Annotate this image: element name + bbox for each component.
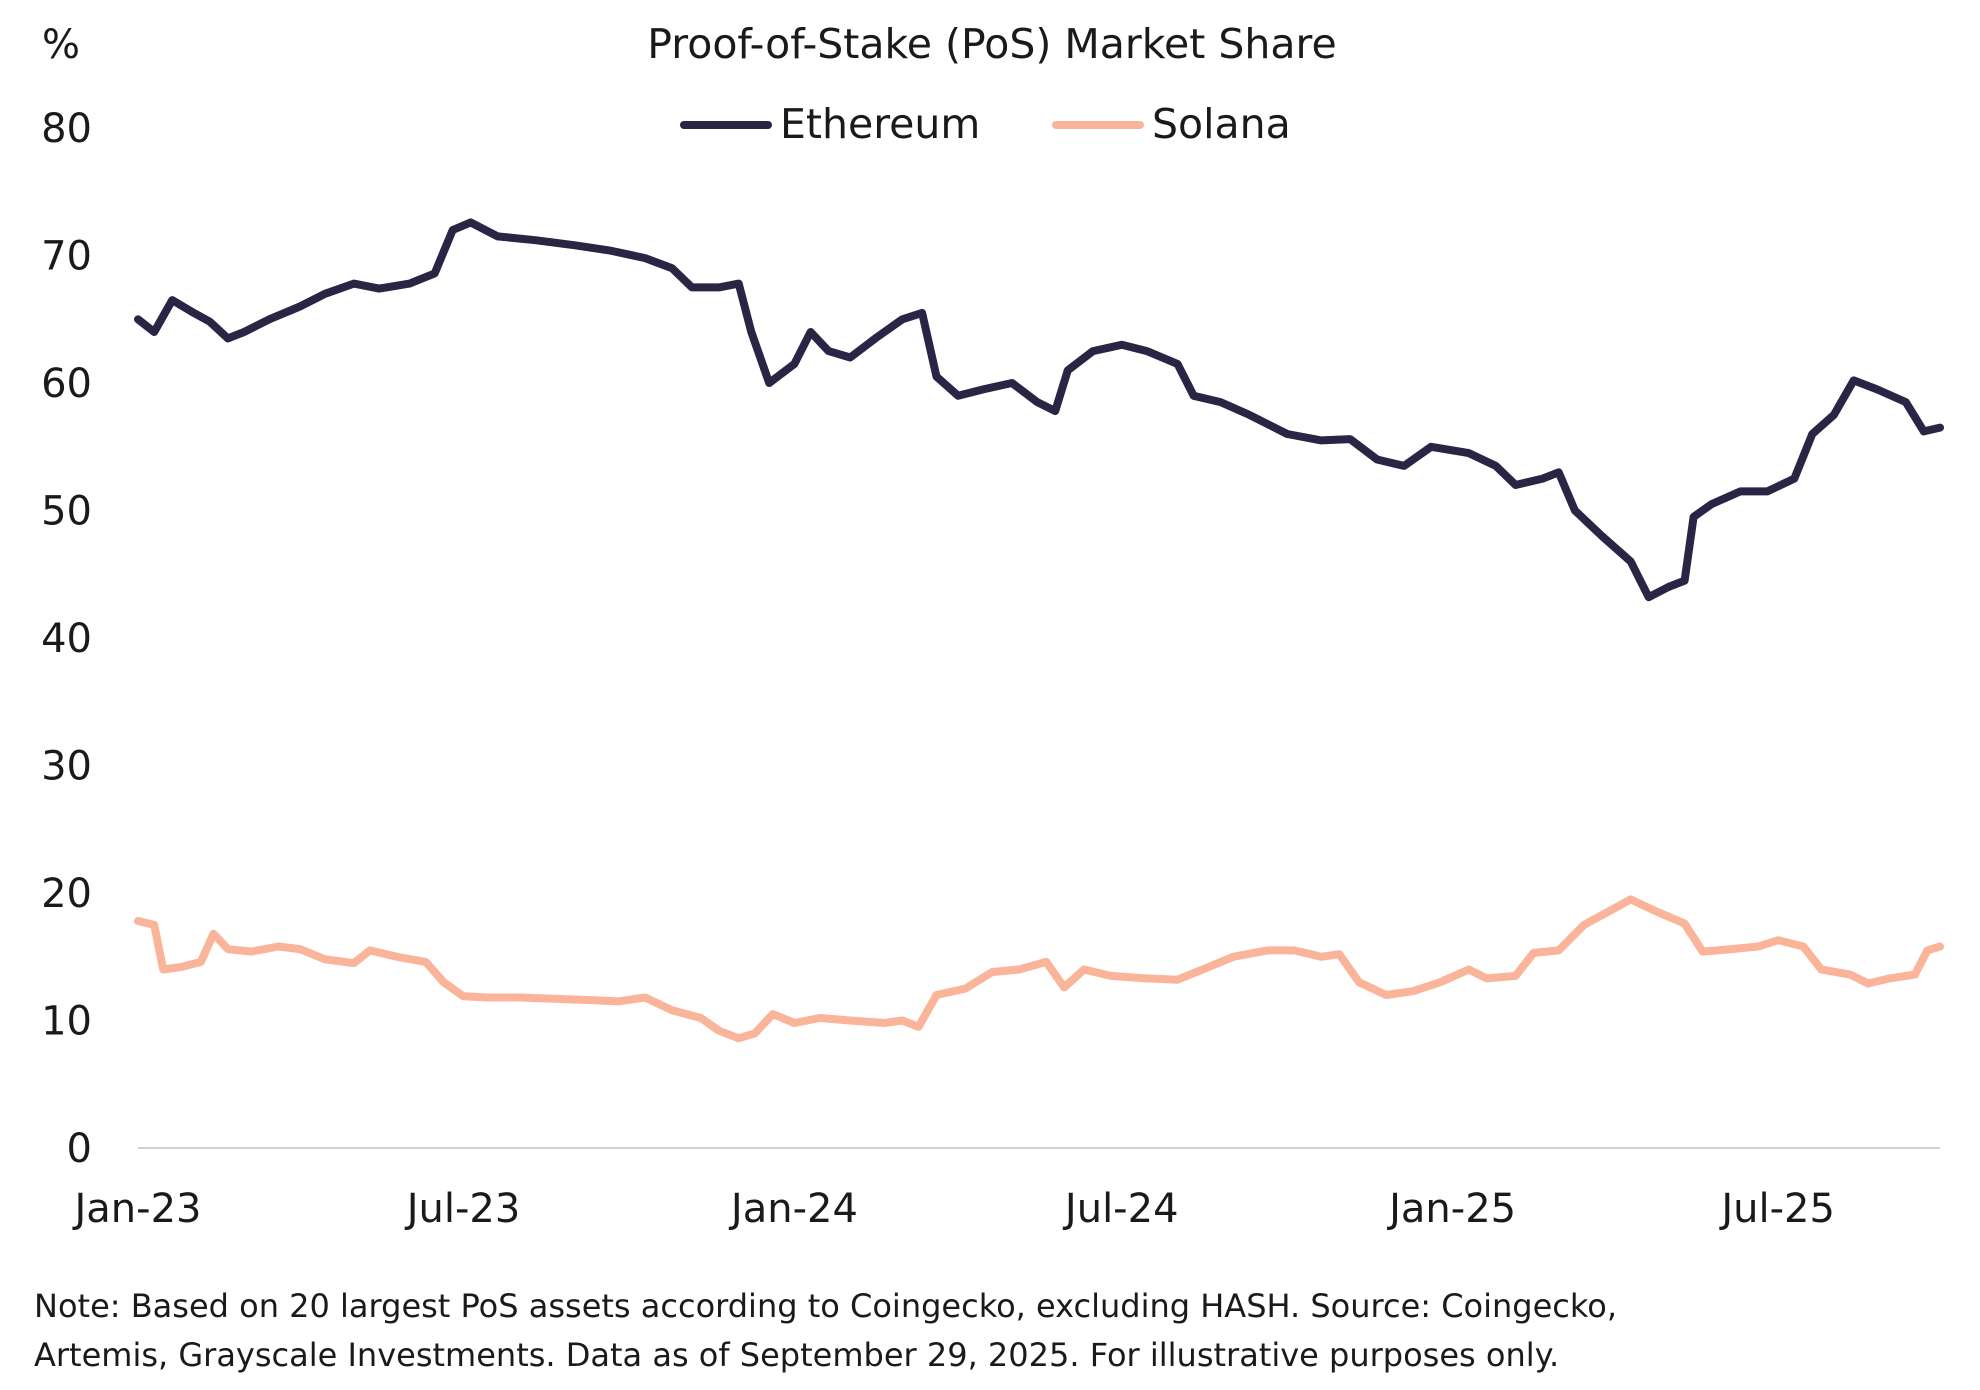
chart-title: Proof-of-Stake (PoS) Market Share xyxy=(647,20,1336,68)
footnote-line-2: Artemis, Grayscale Investments. Data as … xyxy=(34,1336,1560,1374)
y-tick-label: 50 xyxy=(41,489,92,535)
x-axis-ticks: Jan-23 Jul-23 Jan-24 Jul-24 Jan-25 Jul-25 xyxy=(72,1186,1835,1232)
y-tick-label: 70 xyxy=(41,234,92,280)
legend: Ethereum Solana xyxy=(680,100,1291,148)
series-line-solana xyxy=(134,895,1944,1043)
x-tick-label: Jan-24 xyxy=(728,1186,858,1232)
x-tick-label: Jul-24 xyxy=(1062,1186,1179,1232)
y-tick-label: 80 xyxy=(41,106,92,152)
x-tick-label: Jul-25 xyxy=(1718,1186,1835,1232)
legend-label-ethereum: Ethereum xyxy=(780,100,980,148)
footnote-line-1: Note: Based on 20 largest PoS assets acc… xyxy=(34,1287,1618,1325)
x-tick-label: Jan-23 xyxy=(72,1186,202,1232)
y-tick-label: 30 xyxy=(41,744,92,790)
x-tick-label: Jan-25 xyxy=(1386,1186,1516,1232)
legend-label-solana: Solana xyxy=(1152,100,1291,148)
footnote: Note: Based on 20 largest PoS assets acc… xyxy=(34,1282,1934,1380)
y-axis-unit-label: % xyxy=(42,22,80,68)
y-tick-label: 20 xyxy=(41,871,92,917)
y-tick-label: 0 xyxy=(67,1126,92,1172)
y-axis-ticks: 0 10 20 30 40 50 60 70 80 xyxy=(41,106,92,1172)
y-tick-label: 10 xyxy=(41,999,92,1045)
y-tick-label: 40 xyxy=(41,616,92,662)
y-tick-label: 60 xyxy=(41,361,92,407)
series-line-ethereum xyxy=(134,218,1944,602)
x-tick-label: Jul-23 xyxy=(404,1186,521,1232)
series-lines xyxy=(134,218,1944,1043)
